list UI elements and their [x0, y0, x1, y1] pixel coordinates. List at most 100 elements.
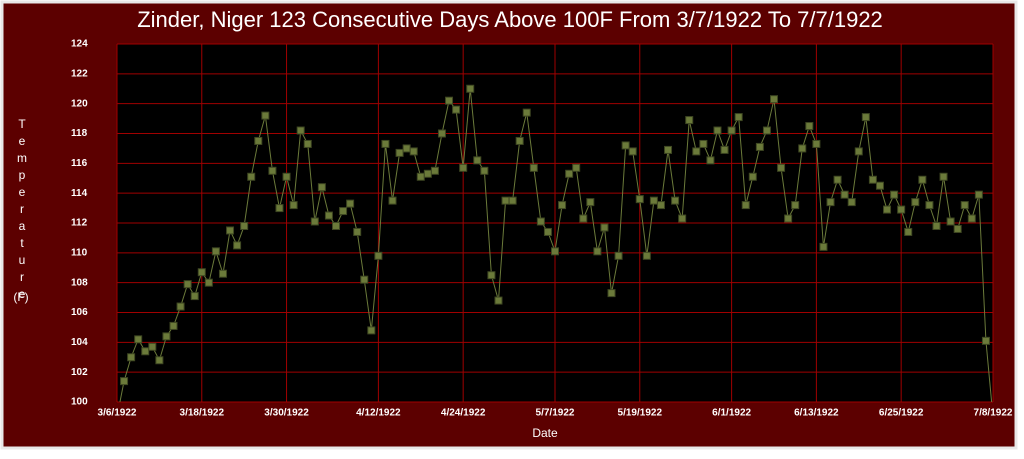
data-point — [388, 196, 397, 205]
data-point — [247, 172, 256, 181]
y-tick-label: 116 — [71, 158, 88, 169]
data-point — [607, 289, 616, 298]
data-point — [480, 166, 489, 175]
y-tick-label: 112 — [71, 218, 88, 229]
data-point — [353, 227, 362, 236]
data-point — [261, 111, 270, 120]
data-point — [141, 347, 150, 356]
data-point — [614, 251, 623, 260]
x-tick-label: 5/7/1922 — [536, 408, 575, 419]
data-point — [861, 113, 870, 122]
data-point — [664, 145, 673, 154]
y-tick-label: 110 — [71, 247, 88, 258]
data-point — [649, 196, 658, 205]
data-point — [960, 201, 969, 210]
y-tick-label: 100 — [71, 397, 88, 408]
data-point — [621, 141, 630, 150]
data-point — [430, 166, 439, 175]
data-point — [656, 201, 665, 210]
y-tick-label: 108 — [71, 277, 88, 288]
x-axis-label: Date — [532, 426, 558, 440]
x-tick-label: 5/19/1922 — [618, 408, 663, 419]
data-point — [317, 183, 326, 192]
data-point — [536, 217, 545, 226]
data-point — [402, 144, 411, 153]
data-point — [798, 144, 807, 153]
data-point — [939, 172, 948, 181]
data-point — [572, 163, 581, 172]
x-tick-label: 4/12/1922 — [356, 408, 401, 419]
data-point — [593, 247, 602, 256]
x-tick-label: 6/1/1922 — [712, 408, 751, 419]
data-point — [155, 356, 164, 365]
data-point — [339, 207, 348, 216]
data-point — [254, 136, 263, 145]
data-point — [755, 142, 764, 151]
y-tick-label: 106 — [71, 307, 88, 318]
data-point — [459, 163, 468, 172]
data-point — [685, 116, 694, 125]
data-point — [883, 205, 892, 214]
data-point — [635, 195, 644, 204]
data-point — [784, 214, 793, 223]
data-point — [741, 201, 750, 210]
data-point — [748, 172, 757, 181]
data-point — [218, 269, 227, 278]
data-point — [897, 205, 906, 214]
data-point — [967, 214, 976, 223]
data-point — [134, 335, 143, 344]
data-point — [847, 198, 856, 207]
data-point — [409, 147, 418, 156]
data-point — [494, 296, 503, 305]
x-tick-label: 4/24/1922 — [441, 408, 486, 419]
data-point — [169, 321, 178, 330]
data-point — [932, 221, 941, 230]
data-point — [953, 224, 962, 233]
y-tick-label: 118 — [71, 128, 88, 139]
data-point — [374, 251, 383, 260]
data-point — [904, 227, 913, 236]
data-point — [324, 211, 333, 220]
data-point — [706, 156, 715, 165]
data-point — [296, 126, 305, 135]
data-point — [678, 214, 687, 223]
data-point — [600, 223, 609, 232]
data-point — [303, 139, 312, 148]
series — [119, 84, 993, 402]
data-point — [211, 247, 220, 256]
data-point — [692, 147, 701, 156]
data-point — [974, 190, 983, 199]
data-point — [289, 201, 298, 210]
data-point — [918, 175, 927, 184]
data-point — [791, 201, 800, 210]
data-point — [713, 126, 722, 135]
data-point — [833, 175, 842, 184]
data-point — [981, 336, 990, 345]
y-tick-label: 114 — [71, 188, 88, 199]
y-tick-label: 104 — [71, 337, 88, 348]
data-point — [551, 247, 559, 256]
data-point — [734, 113, 743, 122]
data-point — [423, 169, 432, 178]
data-point — [777, 163, 786, 172]
y-tick-label: 122 — [71, 68, 88, 79]
data-point — [197, 268, 206, 277]
data-point — [805, 122, 814, 131]
data-point — [487, 271, 496, 280]
y-axis-label: Temperature — [15, 117, 29, 304]
data-point — [437, 129, 446, 138]
data-point — [466, 84, 475, 93]
x-tick-label: 7/8/1922 — [974, 408, 1013, 419]
data-point — [367, 326, 376, 335]
data-point — [240, 221, 249, 230]
data-point — [586, 198, 595, 207]
y-tick-label: 120 — [71, 98, 88, 109]
data-point — [642, 251, 651, 260]
data-point — [148, 342, 157, 351]
data-point — [275, 204, 284, 213]
data-point — [946, 217, 955, 226]
x-tick-label: 3/18/1922 — [180, 408, 225, 419]
data-point — [522, 108, 531, 117]
data-point — [699, 139, 708, 148]
x-tick-label: 3/30/1922 — [264, 408, 309, 419]
